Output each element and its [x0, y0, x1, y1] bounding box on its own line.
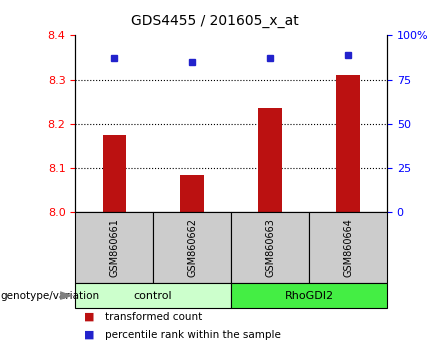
Text: transformed count: transformed count	[105, 312, 203, 322]
Text: GDS4455 / 201605_x_at: GDS4455 / 201605_x_at	[131, 14, 299, 28]
Bar	[75, 212, 153, 283]
Bar	[258, 108, 282, 212]
Text: percentile rank within the sample: percentile rank within the sample	[105, 330, 281, 339]
Text: GSM860662: GSM860662	[187, 218, 197, 277]
Text: ■: ■	[84, 330, 94, 339]
Bar	[231, 212, 309, 283]
Bar	[336, 75, 360, 212]
Bar	[102, 135, 126, 212]
Bar	[153, 212, 231, 283]
Text: control: control	[134, 291, 172, 301]
Bar	[75, 283, 231, 308]
Bar	[181, 175, 204, 212]
Text: GSM860661: GSM860661	[109, 218, 119, 277]
Bar	[309, 212, 387, 283]
Text: GSM860663: GSM860663	[265, 218, 275, 277]
Text: genotype/variation: genotype/variation	[0, 291, 99, 301]
Bar	[231, 283, 387, 308]
Text: ■: ■	[84, 312, 94, 322]
Text: GSM860664: GSM860664	[343, 218, 353, 277]
Text: RhoGDI2: RhoGDI2	[285, 291, 334, 301]
